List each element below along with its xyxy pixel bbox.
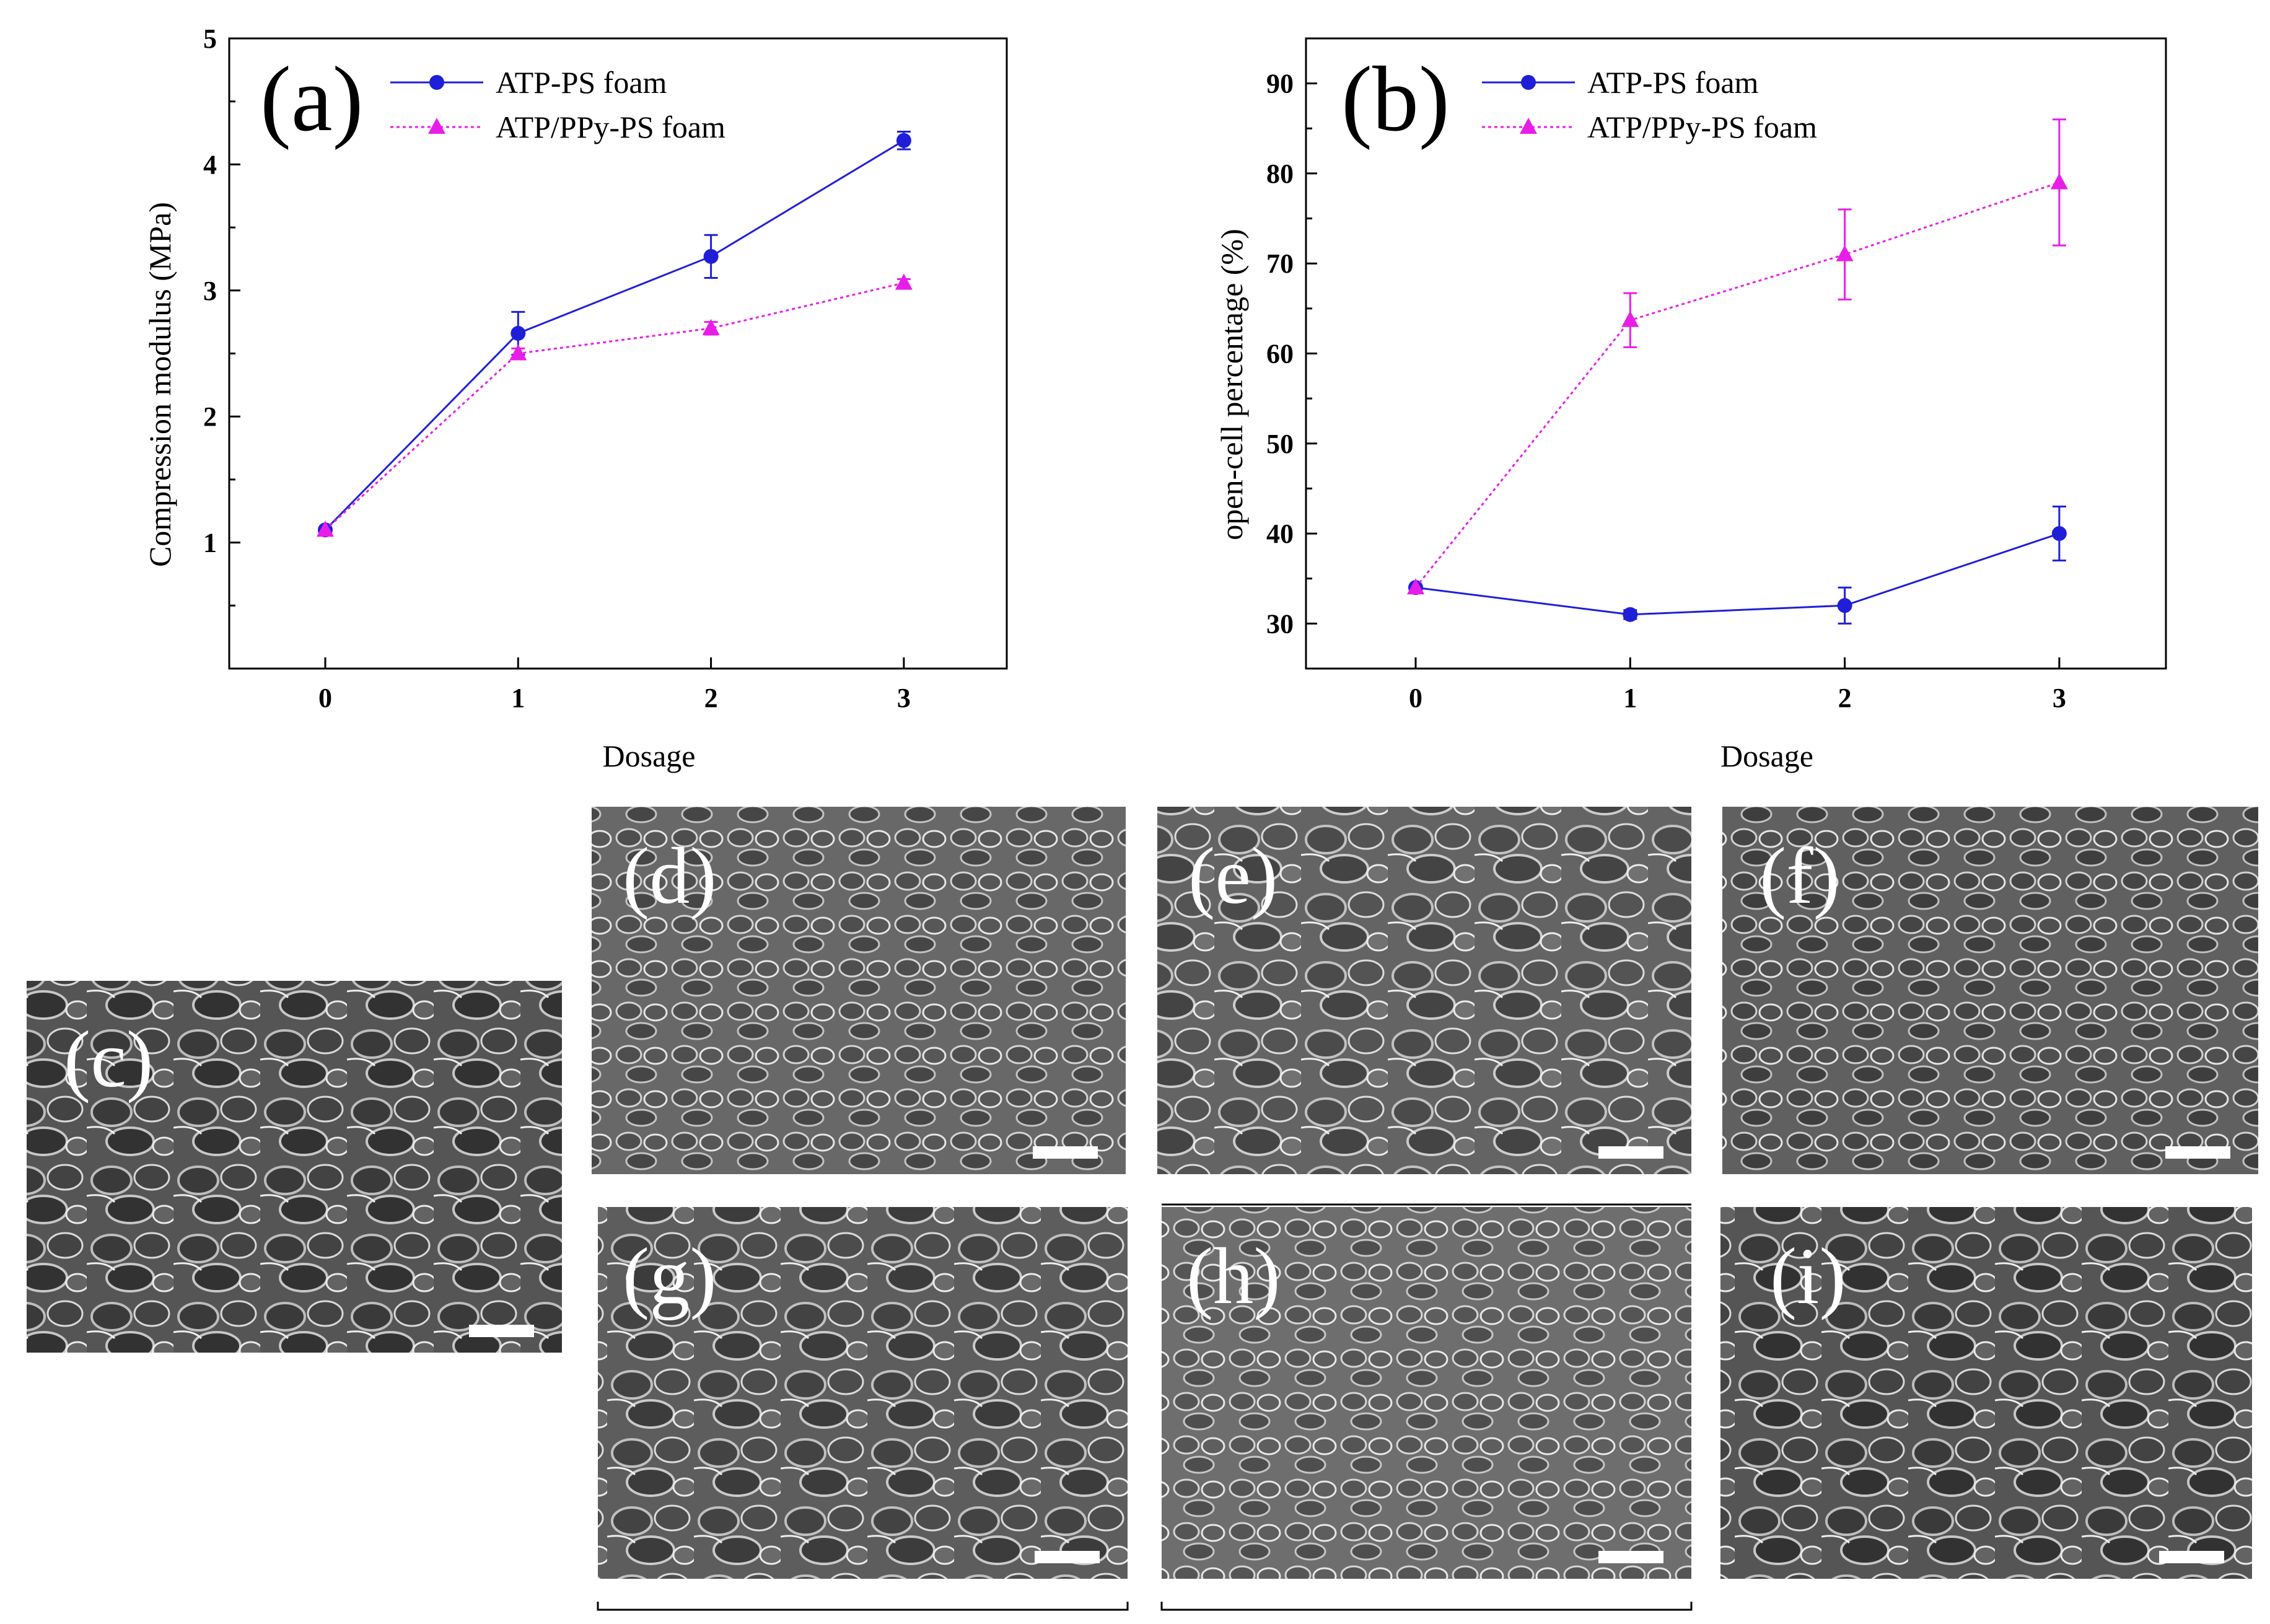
sem-image-overlay (1722, 807, 2258, 1174)
data-point-triangle (509, 344, 527, 361)
data-point-triangle (1836, 245, 1854, 261)
data-point-triangle (317, 520, 334, 537)
sem-image-overlay (1157, 807, 1691, 1174)
x-tick-label: 0 (318, 683, 332, 713)
data-point-triangle (1407, 578, 1424, 595)
scale-bar (1033, 1146, 1098, 1159)
sem-image (1722, 807, 2258, 1174)
data-point-circle (1623, 607, 1638, 622)
sem-panel-label: (c) (64, 1015, 153, 1104)
y-tick-label: 90 (1266, 69, 1294, 99)
series-line-1 (324, 139, 905, 531)
x-tick-label: 2 (704, 683, 718, 713)
chart-a: 1 2 3 4 5 0 1 2 3 Dosage Compression modulus (MPa)… (142, 24, 1008, 773)
scale-bar (2159, 1551, 2224, 1563)
sem-panel-d: (d) (592, 807, 1126, 1174)
y-tick-label: 5 (203, 24, 217, 54)
sem-panel-label: (h) (1186, 1232, 1281, 1321)
data-point-circle (1837, 598, 1852, 613)
sem-panel-h: (h) (1162, 1207, 1691, 1579)
legend-marker (1520, 118, 1537, 134)
series-line-2 (324, 282, 905, 531)
sem-image-overlay (592, 807, 1126, 1174)
scale-bar (2165, 1146, 2230, 1159)
legend-marker (428, 118, 445, 134)
group-bracket-h (1160, 1602, 1693, 1611)
data-point-triangle (895, 273, 913, 290)
sem-panel-f: (f) (1722, 807, 2258, 1174)
data-point-circle (2051, 526, 2067, 542)
sem-image (1162, 1207, 1691, 1579)
scale-bar (1035, 1551, 1100, 1563)
scale-bar (469, 1325, 534, 1337)
data-point-triangle (2050, 173, 2068, 190)
group-bracket-g (597, 1602, 1129, 1611)
panel-label: (a) (260, 48, 363, 151)
scale-bar (1598, 1551, 1663, 1563)
y-tick-label: 4 (203, 149, 217, 180)
y-tick-label: 2 (203, 402, 217, 432)
sem-image-overlay (1162, 1207, 1691, 1579)
legend-label: ATP-PS foam (1587, 65, 1759, 100)
data-point-triangle (702, 318, 720, 335)
y-axis-title: open-cell percentage (%) (1214, 229, 1249, 540)
sem-panel-c: (c) (27, 981, 562, 1353)
legend-label: ATP-PS foam (496, 65, 667, 100)
x-tick-label: 3 (897, 683, 911, 713)
sem-panel-label: (g) (623, 1232, 717, 1321)
y-tick-label: 1 (203, 528, 217, 558)
sem-image (1720, 1207, 2252, 1579)
sem-image-overlay (27, 981, 562, 1353)
sem-image (27, 981, 562, 1353)
x-axis-title: Dosage (1720, 739, 1813, 773)
y-axis-title: Compression modulus (MPa) (142, 202, 177, 567)
x-axis-title: Dosage (603, 739, 696, 773)
y-tick-label: 50 (1266, 429, 1294, 459)
sem-image-overlay (598, 1207, 1128, 1579)
sem-panel-label: (f) (1759, 832, 1840, 921)
y-tick-label: 60 (1266, 339, 1294, 369)
legend-marker (429, 75, 444, 90)
data-point-circle (896, 133, 911, 148)
sem-panel-g: (g) (598, 1207, 1128, 1579)
x-tick-label: 1 (511, 683, 525, 713)
sem-image (598, 1207, 1128, 1579)
series-line-1 (1415, 532, 2060, 616)
sem-panel-label: (i) (1770, 1232, 1846, 1321)
y-tick-label: 80 (1266, 159, 1294, 189)
series-line-2 (1414, 182, 2060, 589)
sem-image-overlay (1720, 1207, 2252, 1579)
sem-panel-i: (i) (1720, 1207, 2252, 1579)
sem-image (592, 807, 1126, 1174)
x-tick-label: 3 (2053, 683, 2066, 713)
sem-image (1157, 807, 1691, 1174)
scale-bar (1598, 1146, 1663, 1159)
x-tick-label: 1 (1623, 683, 1637, 713)
legend-marker (1521, 75, 1536, 90)
sem-panel-label: (e) (1188, 832, 1277, 921)
x-tick-label: 0 (1409, 683, 1422, 713)
chart-b: 30 40 50 60 70 80 90 0 1 2 3 Dosage open-cell percen… (1214, 37, 2167, 773)
y-tick-label: 70 (1266, 248, 1294, 279)
y-tick-label: 40 (1266, 519, 1294, 549)
data-point-triangle (1621, 310, 1639, 327)
legend-label: ATP/PPy-PS foam (496, 110, 725, 144)
x-tick-label: 2 (1838, 683, 1852, 713)
sem-panel-label: (d) (623, 832, 717, 921)
data-point-circle (511, 325, 526, 341)
legend-label: ATP/PPy-PS foam (1587, 110, 1817, 144)
sem-panel-e: (e) (1157, 807, 1691, 1174)
y-tick-label: 3 (203, 276, 217, 306)
panel-label: (b) (1341, 48, 1450, 151)
data-point-circle (703, 248, 719, 264)
y-tick-label: 30 (1266, 608, 1294, 639)
